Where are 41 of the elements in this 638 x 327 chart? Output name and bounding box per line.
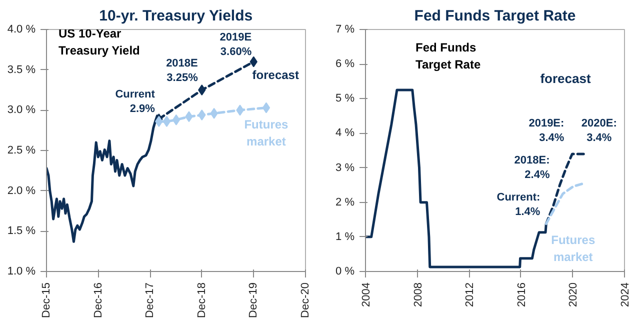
- y-tick-label: 2.0 %: [7, 184, 36, 197]
- x-tick-label: 2024: [620, 282, 632, 307]
- x-tick-label: Dec-15: [40, 282, 52, 318]
- annotation: Current: 1.4%: [496, 191, 540, 218]
- y-tick-label: 6 %: [336, 58, 355, 70]
- y-tick-label: 7 %: [336, 24, 355, 36]
- x-tick-label: Dec-17: [144, 282, 156, 318]
- y-tick-label: 0 %: [336, 266, 355, 278]
- y-tick-label: 5 %: [336, 92, 355, 105]
- chart-title: 10-yr. Treasury Yields: [99, 8, 253, 24]
- x-tick-label: 2004: [360, 282, 372, 307]
- annotation: Fed Funds Target Rate: [416, 40, 481, 72]
- annotation: 2018E 3.25%: [166, 58, 198, 84]
- x-tick-label: Dec-20: [300, 282, 312, 318]
- y-tick-label: 2 %: [336, 196, 355, 208]
- annotation: Current 2.9%: [115, 88, 156, 116]
- annotation: 2020E: 3.4%: [581, 118, 617, 144]
- series-label: forecast: [252, 68, 299, 82]
- y-tick-label: 3 %: [336, 162, 355, 174]
- y-tick-label: 1 %: [336, 230, 355, 243]
- annotation: 2019E: 3.4%: [528, 118, 564, 144]
- text: forecast: [540, 71, 592, 86]
- series-label: Futures market: [551, 232, 596, 264]
- y-tick-label: 1.5 %: [7, 225, 36, 238]
- y-tick-label: 1.0 %: [7, 266, 36, 278]
- annotation: 2018E: 2.4%: [514, 154, 550, 182]
- annotation: 2019E 3.60%: [220, 31, 252, 58]
- x-tick-label: 2020: [568, 282, 580, 307]
- y-tick-label: 4 %: [336, 127, 355, 140]
- x-tick-label: 2008: [412, 282, 424, 307]
- y-tick-label: 2.5 %: [7, 144, 36, 156]
- y-tick-label: 4.0 %: [7, 24, 36, 36]
- series-label: Futures market: [244, 118, 289, 149]
- y-tick-label: 3.5 %: [7, 64, 36, 76]
- x-tick-label: 2012: [464, 282, 476, 307]
- x-tick-label: Dec-18: [196, 282, 208, 318]
- chart-title: Fed Funds Target Rate: [414, 8, 576, 24]
- y-tick-label: 3.0 %: [7, 104, 36, 116]
- x-tick-label: Dec-19: [248, 282, 260, 318]
- x-tick-label: 2016: [516, 282, 528, 307]
- x-tick-label: Dec-16: [92, 282, 104, 318]
